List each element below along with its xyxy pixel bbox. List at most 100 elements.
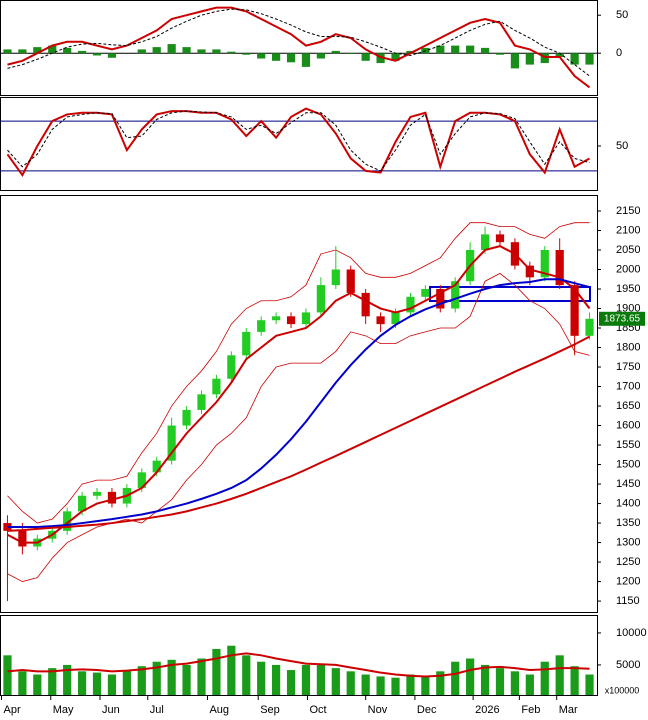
volume-bar bbox=[63, 664, 72, 695]
y-tick-label: 50 bbox=[616, 9, 628, 21]
histogram-bar bbox=[257, 53, 266, 59]
x-tick-label: Nov bbox=[368, 704, 388, 716]
volume-bar bbox=[212, 648, 221, 695]
x-tick-label: Oct bbox=[309, 704, 326, 716]
y-tick-label: 1700 bbox=[616, 380, 640, 392]
x-tick-label: Apr bbox=[3, 704, 20, 716]
candle-body bbox=[331, 269, 340, 286]
candle-body bbox=[107, 491, 117, 504]
histogram-bar bbox=[63, 47, 72, 54]
histogram-bar bbox=[585, 53, 594, 65]
volume-bar bbox=[570, 666, 579, 695]
y-unit-label: x100000 bbox=[605, 685, 640, 695]
histogram-bar bbox=[242, 53, 251, 55]
panel-frame bbox=[0, 615, 598, 696]
histogram-bar bbox=[376, 53, 385, 64]
x-tick-label: Aug bbox=[209, 704, 229, 716]
y-tick-label: 1450 bbox=[616, 478, 640, 490]
indicator-line bbox=[7, 110, 590, 172]
indicator-line bbox=[7, 6, 591, 89]
x-tick-label: Jun bbox=[102, 704, 120, 716]
volume-bar bbox=[197, 658, 206, 695]
volume-bar bbox=[122, 670, 131, 695]
candle-body bbox=[137, 472, 146, 488]
bollinger-band bbox=[7, 222, 590, 524]
candle-body bbox=[555, 250, 564, 286]
volume-bar bbox=[406, 674, 415, 695]
candle-body bbox=[361, 292, 370, 317]
y-tick-label: 1350 bbox=[616, 517, 640, 529]
candle-body bbox=[570, 285, 579, 336]
y-tick-label: 1550 bbox=[616, 439, 640, 451]
x-tick-label: Mar bbox=[559, 704, 578, 716]
volume-bar bbox=[480, 664, 490, 695]
volume-bar bbox=[346, 671, 355, 695]
volume-bar bbox=[107, 674, 117, 695]
histogram-bar bbox=[212, 49, 221, 54]
histogram-bar bbox=[540, 53, 549, 64]
candle-body bbox=[421, 289, 430, 297]
y-tick-label: 1750 bbox=[616, 361, 640, 373]
x-tick-label: 2026 bbox=[475, 704, 499, 716]
histogram-bar bbox=[286, 53, 296, 63]
histogram-bar bbox=[197, 49, 206, 54]
histogram-bar bbox=[272, 53, 281, 61]
candle-body bbox=[212, 378, 221, 395]
volume-bar bbox=[495, 668, 505, 695]
candle-body bbox=[182, 409, 191, 426]
volume-bar bbox=[331, 668, 340, 695]
y-tick-label: 2100 bbox=[616, 224, 640, 236]
panel-frame bbox=[0, 195, 598, 613]
y-tick-label: 1650 bbox=[616, 400, 640, 412]
candle-body bbox=[272, 316, 281, 321]
histogram-bar bbox=[451, 45, 460, 54]
volume-bar bbox=[391, 677, 400, 695]
y-tick-label: 1250 bbox=[616, 556, 640, 568]
volume-bar bbox=[585, 674, 594, 695]
volume-bar bbox=[510, 671, 520, 695]
y-tick-label: 1400 bbox=[616, 497, 640, 509]
histogram-bar bbox=[316, 53, 325, 59]
candle-body bbox=[227, 355, 236, 379]
volume-bar bbox=[18, 671, 27, 695]
volume-bar bbox=[421, 676, 430, 695]
candle-body bbox=[316, 285, 325, 313]
volume-bar bbox=[555, 655, 564, 695]
histogram-bar bbox=[346, 53, 355, 54]
histogram-bar bbox=[436, 45, 445, 54]
histogram-bar bbox=[3, 49, 12, 54]
candle-body bbox=[152, 460, 161, 473]
y-tick-label: 2000 bbox=[616, 263, 640, 275]
volume-bar bbox=[540, 661, 549, 695]
x-tick-label: Feb bbox=[521, 704, 540, 716]
volume-bar bbox=[301, 664, 311, 695]
volume-bar bbox=[242, 655, 251, 695]
y-tick-label: 50 bbox=[616, 140, 628, 152]
y-tick-label: 10000 bbox=[616, 627, 647, 639]
y-tick-label: 2150 bbox=[616, 205, 640, 217]
histogram-bar bbox=[92, 53, 102, 56]
histogram-bar bbox=[137, 49, 146, 54]
volume-bar bbox=[77, 671, 87, 695]
volume-bar bbox=[451, 661, 460, 695]
volume-bar bbox=[182, 664, 191, 695]
indicator-line bbox=[6, 107, 591, 177]
panel-frame bbox=[0, 97, 598, 191]
y-tick-label: 1300 bbox=[616, 536, 640, 548]
candle-body bbox=[451, 281, 460, 309]
last-price-box bbox=[599, 311, 645, 326]
histogram-bar bbox=[525, 53, 534, 65]
candle-body bbox=[63, 511, 72, 531]
x-tick-label: May bbox=[53, 704, 74, 716]
candle-body bbox=[242, 331, 251, 356]
volume-bar bbox=[48, 668, 57, 695]
histogram-bar bbox=[361, 53, 370, 61]
indicator-line bbox=[6, 245, 591, 544]
histogram-bar bbox=[301, 53, 311, 67]
volume-bar bbox=[257, 661, 266, 695]
histogram-bar bbox=[480, 47, 490, 54]
volume-bar bbox=[272, 664, 281, 695]
histogram-bar bbox=[331, 50, 340, 54]
candle-body bbox=[391, 312, 400, 325]
candle-body bbox=[436, 289, 445, 309]
